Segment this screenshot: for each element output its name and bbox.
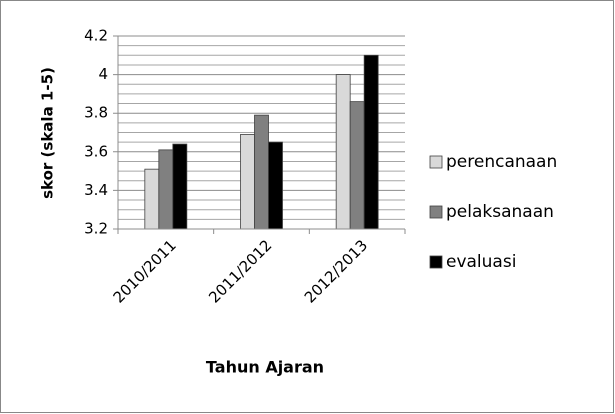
- y-tick-label: 3.6: [84, 142, 108, 160]
- y-tick-label: 4.2: [84, 27, 108, 45]
- bar: [240, 134, 255, 230]
- bar: [268, 141, 283, 230]
- y-tick-label: 3.4: [84, 181, 108, 199]
- x-axis-title: Tahun Ajaran: [206, 358, 324, 377]
- y-tick-label: 3.8: [84, 104, 108, 122]
- legend-swatch: [429, 155, 443, 169]
- bar: [335, 74, 351, 230]
- legend-label: perencanaan: [446, 152, 557, 172]
- legend-label: pelaksanaan: [446, 202, 554, 222]
- y-tick-label: 4: [98, 65, 108, 83]
- bar: [158, 149, 174, 230]
- legend-swatch: [429, 255, 443, 269]
- y-axis-title: skor (skala 1-5): [39, 67, 57, 199]
- bar: [144, 168, 160, 230]
- bar: [349, 101, 365, 230]
- y-tick-label: 3.2: [84, 220, 108, 238]
- bar: [254, 114, 269, 230]
- legend-swatch: [429, 205, 443, 219]
- bar: [172, 143, 188, 230]
- bar: [363, 54, 379, 230]
- legend-label: evaluasi: [446, 252, 516, 272]
